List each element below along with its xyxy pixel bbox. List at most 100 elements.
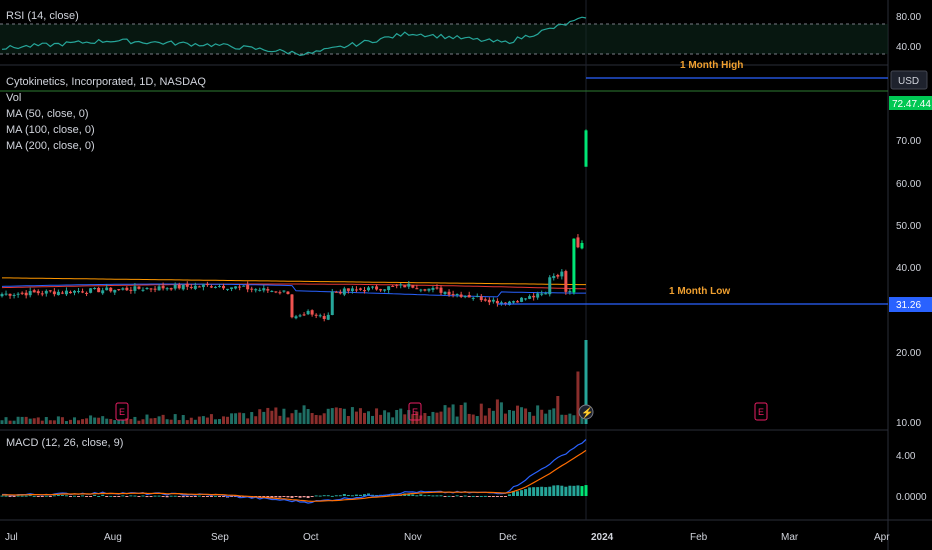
price-panel[interactable]: 1 Month High 1 Month Low Cytokinetics, I…	[0, 60, 888, 322]
candle	[564, 271, 568, 292]
volume-bar	[262, 411, 266, 424]
macd-histogram-bar	[16, 495, 20, 497]
macd-histogram-bar	[56, 495, 60, 497]
candle	[548, 277, 552, 295]
volume-bar	[371, 415, 375, 424]
macd-histogram-bar	[4, 495, 8, 497]
candle	[8, 293, 12, 296]
candle	[85, 292, 89, 294]
macd-histogram-bar	[161, 496, 165, 497]
candle	[133, 286, 137, 291]
price-tick: 70.00	[896, 136, 921, 147]
candle	[60, 292, 64, 294]
volume-bar	[209, 414, 213, 424]
earnings-marker[interactable]	[408, 402, 422, 421]
volume-bar	[93, 417, 97, 424]
candle	[487, 299, 491, 303]
volume-bar	[463, 402, 467, 424]
volume-bar	[133, 416, 137, 424]
candle	[226, 288, 230, 290]
candle	[431, 287, 435, 290]
main-legend-title[interactable]: Cytokinetics, Incorporated, 1D, NASDAQ	[6, 76, 206, 88]
candle	[161, 285, 165, 289]
candle	[169, 288, 173, 290]
volume-tick: 10.00	[896, 418, 921, 429]
candle	[52, 291, 56, 295]
macd-histogram-bar	[189, 496, 193, 497]
macd-histogram-bar	[447, 495, 451, 497]
macd-histogram-bar	[371, 494, 375, 496]
macd-histogram-bar	[350, 495, 354, 497]
volume-bar	[238, 412, 242, 424]
candle	[28, 291, 32, 296]
candle	[544, 293, 548, 295]
volume-bar	[8, 420, 12, 424]
macd-tick: 4.00	[896, 451, 916, 462]
candle	[314, 314, 318, 316]
currency-button[interactable]	[890, 70, 928, 90]
macd-panel[interactable]: MACD (12, 26, close, 9)	[0, 437, 588, 504]
candle	[495, 300, 499, 304]
candle	[137, 286, 141, 289]
candle	[483, 299, 487, 301]
macd-histogram-bar	[125, 496, 129, 497]
date-axis[interactable]: Jul Aug Sep Oct Nov Dec 2024 Feb Mar Apr	[5, 532, 890, 543]
macd-histogram-bar	[536, 487, 540, 496]
date-tick: Mar	[781, 532, 799, 543]
dividend-marker[interactable]	[578, 404, 594, 420]
earnings-marker[interactable]	[754, 402, 768, 421]
rsi-panel[interactable]: RSI (14, close)	[0, 10, 888, 57]
candle	[129, 289, 133, 291]
price-tick: 50.00	[896, 221, 921, 232]
macd-histogram-bar	[89, 496, 93, 497]
macd-histogram-bar	[121, 495, 125, 497]
macd-histogram-bar	[528, 487, 532, 496]
volume-bar	[205, 417, 209, 424]
candle	[89, 288, 93, 293]
volume-bar	[451, 404, 455, 424]
macd-histogram-bar	[326, 495, 330, 497]
macd-histogram-bar	[185, 496, 189, 497]
candle	[230, 287, 234, 289]
macd-histogram-bar	[274, 496, 278, 498]
volume-bar	[471, 414, 475, 424]
volume-bar	[487, 408, 491, 424]
volume-bar	[544, 413, 548, 424]
price-axis[interactable]: 80.00 40.00 USD 72.47.44 70.00 60.00 50.…	[889, 12, 932, 503]
macd-histogram-bar	[153, 495, 157, 497]
volume-bar	[387, 412, 391, 424]
macd-histogram-bar	[109, 495, 113, 497]
macd-histogram-bar	[491, 496, 495, 497]
volume-bar	[161, 414, 165, 424]
candle	[540, 293, 544, 295]
main-legend-ma50[interactable]: MA (50, close, 0)	[6, 108, 89, 120]
volume-bar	[77, 420, 81, 424]
candle	[141, 289, 145, 291]
date-tick: Jul	[5, 532, 18, 543]
earnings-marker[interactable]	[115, 402, 129, 421]
main-legend-vol[interactable]: Vol	[6, 92, 21, 104]
volume-bar	[415, 411, 419, 424]
candle	[524, 298, 528, 300]
candle	[32, 290, 36, 293]
volume-bar	[101, 416, 105, 424]
volume-bar	[507, 410, 511, 424]
candle	[234, 286, 238, 289]
candle	[274, 291, 278, 293]
main-legend-ma100[interactable]: MA (100, close, 0)	[6, 124, 95, 136]
volume-bar	[520, 407, 524, 424]
volume-bar	[552, 408, 556, 424]
candle	[189, 286, 193, 288]
volume-bar	[338, 408, 342, 424]
ma200-line	[2, 277, 586, 286]
candle	[117, 289, 121, 291]
candle	[451, 294, 455, 296]
volume-bar	[584, 340, 588, 424]
macd-legend[interactable]: MACD (12, 26, close, 9)	[6, 437, 123, 449]
rsi-legend[interactable]: RSI (14, close)	[6, 10, 79, 22]
main-legend-ma200[interactable]: MA (200, close, 0)	[6, 140, 95, 152]
candle	[326, 314, 330, 320]
candle	[499, 302, 503, 305]
volume-bar	[367, 411, 371, 424]
